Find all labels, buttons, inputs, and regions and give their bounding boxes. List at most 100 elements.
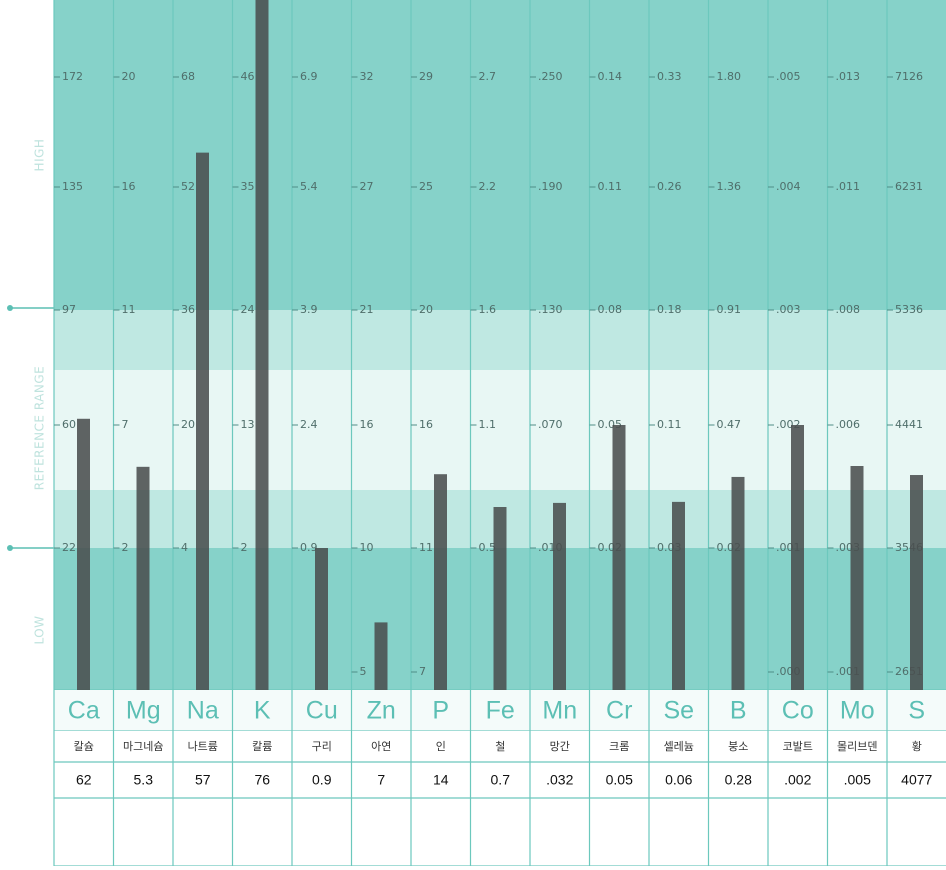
tick-label: 24 — [241, 303, 255, 316]
tick-label: .005 — [776, 70, 801, 83]
tick-label: 0.11 — [657, 418, 682, 431]
tick-label: 1.36 — [717, 180, 742, 193]
element-symbol: Zn — [367, 697, 396, 725]
tick-label: 13 — [241, 418, 255, 431]
element-name: 코발트 — [783, 740, 813, 753]
tick-label: 1.80 — [717, 70, 742, 83]
element-name: 칼륨 — [252, 740, 272, 753]
bar — [910, 475, 923, 690]
tick-label: 16 — [122, 180, 136, 193]
element-name: 나트륨 — [188, 740, 218, 753]
bar — [791, 425, 804, 690]
tick-label: 16 — [360, 418, 374, 431]
tick-label: 7 — [419, 665, 426, 678]
tick-label: 21 — [360, 303, 374, 316]
element-value: 0.06 — [665, 772, 692, 788]
element-value: 76 — [254, 772, 270, 788]
tick-label: .250 — [538, 70, 563, 83]
tick-label: 0.14 — [598, 70, 623, 83]
bar-group — [910, 475, 923, 690]
element-name: 몰리브덴 — [837, 740, 877, 753]
tick-label: 7 — [122, 418, 129, 431]
bar-group — [255, 0, 269, 690]
bar — [374, 622, 388, 690]
tick-label: 32 — [360, 70, 374, 83]
element-symbol: Se — [663, 697, 694, 725]
tick-label: .006 — [836, 418, 861, 431]
tick-label: 3.9 — [300, 303, 318, 316]
element-name: 아연 — [371, 740, 391, 753]
element-symbol: P — [432, 697, 449, 725]
bar-group — [850, 466, 864, 690]
marker-dot — [7, 305, 13, 311]
element-name: 철 — [495, 740, 505, 753]
element-symbol: S — [908, 697, 925, 725]
tick-label: .003 — [776, 303, 801, 316]
bar-group — [612, 425, 626, 690]
element-name: 황 — [912, 740, 922, 753]
tick-label: 5336 — [895, 303, 923, 316]
side-label: HIGH — [33, 139, 47, 172]
element-value: 0.7 — [491, 772, 511, 788]
tick-label: 22 — [62, 541, 76, 554]
marker-dot — [7, 545, 13, 551]
bar-group — [77, 418, 90, 690]
side-label: LOW — [33, 615, 47, 644]
element-symbol: Mg — [126, 697, 161, 725]
tick-label: .070 — [538, 418, 563, 431]
element-name: 크롬 — [609, 740, 629, 753]
tick-label: 20 — [419, 303, 433, 316]
tick-label: 0.08 — [598, 303, 623, 316]
bar — [612, 425, 626, 690]
ref-band — [54, 310, 946, 370]
tick-label: 5 — [360, 665, 367, 678]
element-symbol: B — [730, 697, 747, 725]
tick-label: 46 — [241, 70, 255, 83]
side-label: REFERENCE RANGE — [33, 366, 47, 491]
tick-label: 0.26 — [657, 180, 682, 193]
tick-label: 20 — [122, 70, 136, 83]
tick-label: .008 — [836, 303, 861, 316]
bar — [672, 501, 685, 690]
tick-label: 10 — [360, 541, 374, 554]
element-name: 마그네슘 — [123, 740, 163, 753]
tick-label: 0.33 — [657, 70, 682, 83]
bar — [493, 507, 507, 690]
element-symbol: Ca — [68, 697, 100, 725]
tick-label: 27 — [360, 180, 374, 193]
bar-group — [315, 548, 328, 690]
element-symbol: Mn — [542, 697, 577, 725]
tick-label: 1.1 — [479, 418, 497, 431]
element-value: 7 — [377, 772, 385, 788]
bar-group — [434, 474, 447, 690]
tick-label: 60 — [62, 418, 76, 431]
element-value: 0.9 — [312, 772, 332, 788]
tick-label: 29 — [419, 70, 433, 83]
tick-label: 36 — [181, 303, 195, 316]
element-value: .002 — [784, 772, 811, 788]
tick-label: 2 — [241, 541, 248, 554]
element-value: .032 — [546, 772, 573, 788]
bar — [434, 474, 447, 690]
tick-label: 6.9 — [300, 70, 318, 83]
tick-label: .013 — [836, 70, 861, 83]
tick-label: 172 — [62, 70, 83, 83]
bar-group — [374, 622, 388, 690]
tick-label: 20 — [181, 418, 195, 431]
element-symbol: Cr — [606, 697, 632, 725]
bar — [136, 466, 150, 690]
element-name: 칼슘 — [74, 740, 94, 753]
tick-label: 0.5 — [479, 541, 497, 554]
bar — [315, 548, 328, 690]
tick-label: 16 — [419, 418, 433, 431]
element-symbol: Na — [187, 697, 219, 725]
tick-label: 7126 — [895, 70, 923, 83]
element-value: 14 — [433, 772, 449, 788]
tick-label: 0.18 — [657, 303, 682, 316]
element-value: 4077 — [901, 772, 932, 788]
high-band — [54, 0, 946, 310]
tick-label: 4 — [181, 541, 188, 554]
bar-group — [791, 425, 804, 690]
tick-label: 11 — [419, 541, 433, 554]
